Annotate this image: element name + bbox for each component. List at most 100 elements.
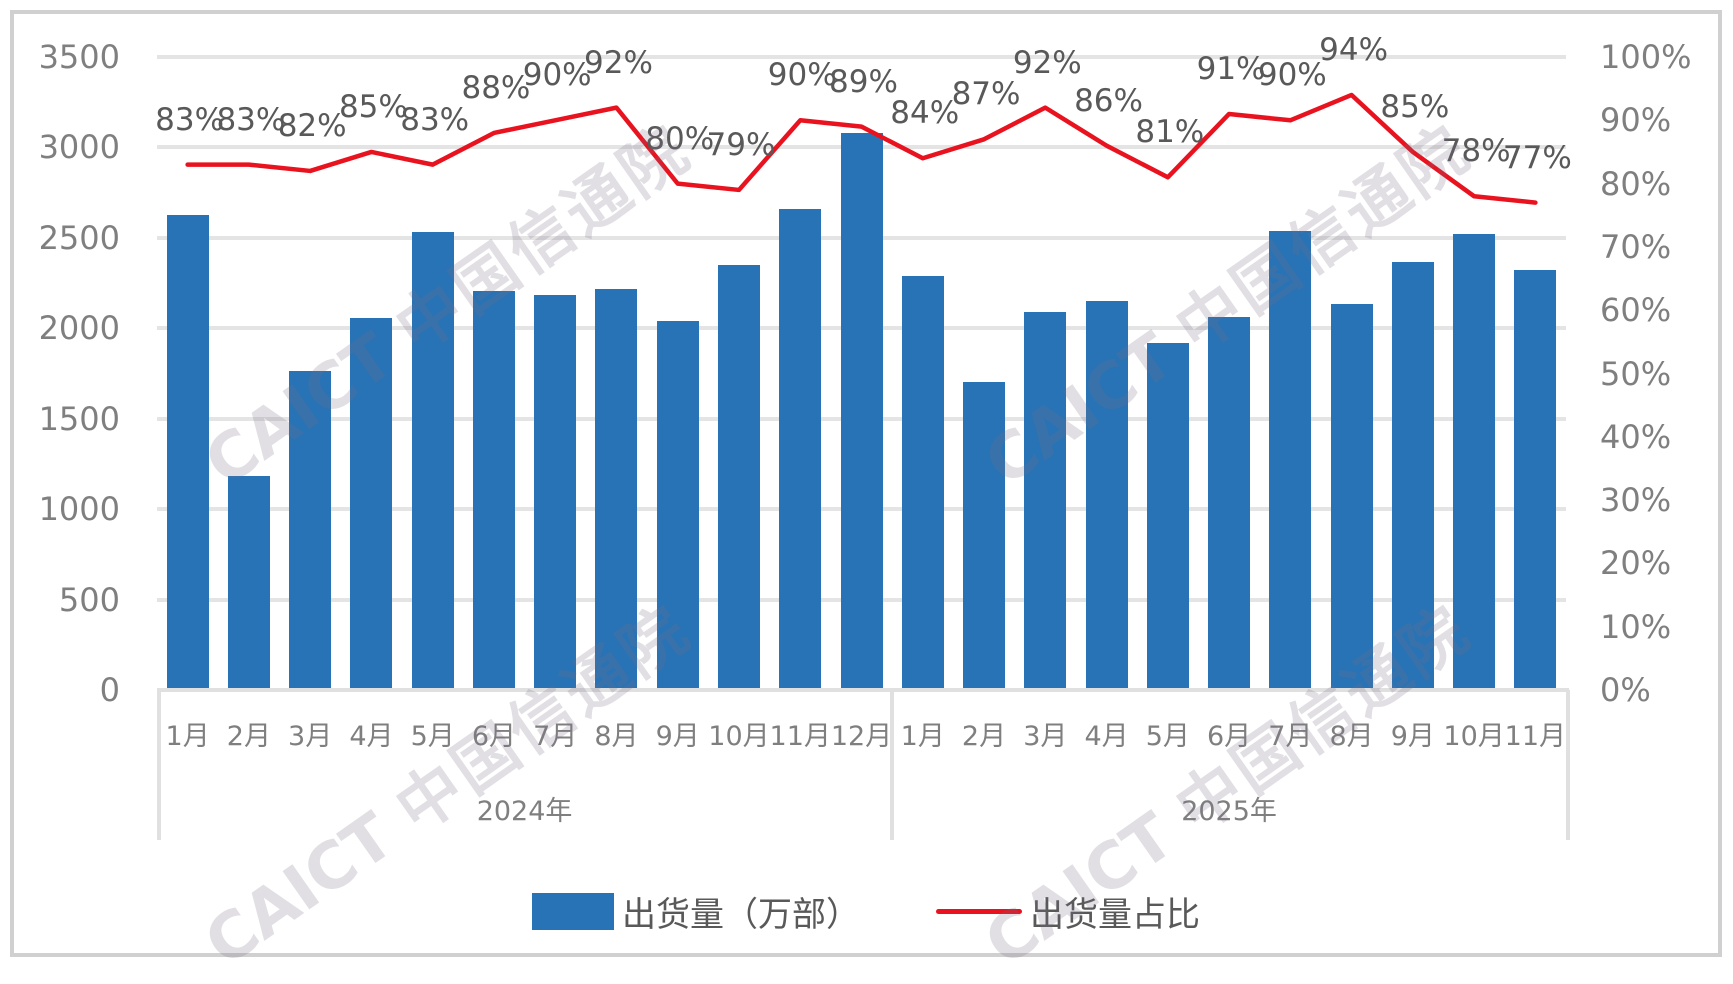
x-axis-tick: 6月 bbox=[471, 721, 517, 752]
x-axis-tick: 9月 bbox=[1390, 721, 1435, 752]
y-axis-right-tick: 50% bbox=[1600, 354, 1672, 393]
x-axis-tick: 11月 bbox=[769, 721, 831, 752]
data-label: 80% bbox=[645, 120, 715, 157]
x-axis-tick: 3月 bbox=[1023, 721, 1068, 752]
data-label: 89% bbox=[829, 63, 898, 100]
y-axis-right-tick: 30% bbox=[1600, 481, 1672, 520]
x-axis-tick: 8月 bbox=[594, 721, 639, 752]
x-axis-tick: 3月 bbox=[288, 721, 333, 752]
data-label: 83% bbox=[400, 101, 470, 138]
x-axis-tick: 7月 bbox=[1268, 721, 1313, 752]
x-axis-tick: 2月 bbox=[226, 721, 271, 752]
y-axis-right-tick: 0% bbox=[1600, 671, 1651, 709]
y-axis-right-tick: 40% bbox=[1600, 417, 1672, 456]
x-axis-tick: 8月 bbox=[1329, 721, 1374, 752]
y-axis-right-tick: 90% bbox=[1600, 101, 1672, 140]
legend-item-shipments: 出货量（万部） bbox=[532, 891, 860, 935]
y-axis-left-tick: 2500 bbox=[38, 218, 120, 257]
data-label: 85% bbox=[338, 88, 408, 125]
bar bbox=[595, 289, 638, 690]
x-axis-line bbox=[157, 688, 1569, 692]
y-axis-right-tick: 100% bbox=[1600, 38, 1692, 76]
group-divider bbox=[890, 690, 895, 840]
bar bbox=[840, 132, 883, 690]
bar bbox=[901, 276, 944, 690]
y-axis-left-tick: 3000 bbox=[38, 128, 120, 167]
legend-line-swatch bbox=[936, 908, 1022, 914]
data-label: 77% bbox=[1502, 139, 1572, 176]
data-label: 90% bbox=[522, 57, 592, 94]
x-axis-tick: 5月 bbox=[410, 721, 455, 752]
legend-label-share: 出货量占比 bbox=[1030, 894, 1200, 935]
bar bbox=[779, 209, 822, 690]
legend-bar-swatch bbox=[532, 892, 614, 930]
x-axis-group-label: 2024年 bbox=[476, 796, 573, 827]
data-label: 90% bbox=[767, 57, 837, 94]
data-label: 83% bbox=[216, 101, 286, 138]
bar bbox=[1330, 303, 1373, 690]
x-axis-tick: 9月 bbox=[655, 721, 700, 752]
bar bbox=[472, 290, 515, 690]
gridline bbox=[157, 55, 1566, 59]
data-label: 78% bbox=[1441, 133, 1511, 170]
data-label: 92% bbox=[584, 44, 653, 81]
bar bbox=[1514, 269, 1557, 690]
x-axis-group-label: 2025年 bbox=[1181, 796, 1277, 827]
data-label: 83% bbox=[155, 101, 225, 138]
x-axis-tick: 7月 bbox=[533, 721, 578, 752]
bar bbox=[1085, 300, 1128, 690]
bar bbox=[717, 265, 760, 690]
data-label: 85% bbox=[1380, 88, 1450, 125]
data-label: 87% bbox=[951, 76, 1021, 113]
bar bbox=[963, 382, 1006, 690]
bar bbox=[289, 370, 332, 690]
bar bbox=[1391, 261, 1434, 690]
bar bbox=[1146, 342, 1189, 690]
x-axis-left-border bbox=[157, 690, 161, 840]
y-axis-left-tick: 0 bbox=[99, 671, 120, 709]
data-label: 88% bbox=[461, 69, 531, 106]
bar bbox=[656, 321, 699, 690]
y-axis-left-tick: 1500 bbox=[38, 399, 120, 438]
bar bbox=[227, 475, 270, 690]
bar bbox=[1269, 231, 1312, 690]
x-axis-tick: 5月 bbox=[1145, 721, 1190, 752]
y-axis-left-tick: 3500 bbox=[38, 38, 120, 76]
bar bbox=[1024, 311, 1067, 690]
bar bbox=[166, 214, 209, 690]
y-axis-right-tick: 20% bbox=[1600, 544, 1672, 583]
x-axis-tick: 1月 bbox=[165, 721, 210, 752]
data-label: 91% bbox=[1196, 50, 1266, 87]
y-axis-left-tick: 1000 bbox=[38, 490, 120, 529]
y-axis-left-tick: 500 bbox=[58, 580, 120, 619]
data-label: 90% bbox=[1257, 57, 1327, 94]
y-axis-left-tick: 2000 bbox=[38, 309, 120, 348]
x-axis-tick: 1月 bbox=[900, 721, 945, 752]
x-axis-right-border bbox=[1566, 690, 1570, 840]
data-label: 79% bbox=[706, 126, 776, 163]
legend-item-share: 出货量占比 bbox=[936, 891, 1200, 935]
y-axis-right-tick: 80% bbox=[1600, 164, 1672, 203]
bar bbox=[350, 317, 393, 690]
x-axis-tick: 2月 bbox=[961, 721, 1007, 752]
x-axis-tick: 10月 bbox=[708, 721, 770, 752]
y-axis-right-tick: 70% bbox=[1600, 227, 1672, 266]
x-axis-tick: 6月 bbox=[1206, 721, 1252, 752]
x-axis-tick: 11月 bbox=[1504, 721, 1567, 752]
x-axis-tick: 4月 bbox=[349, 721, 394, 752]
y-axis-right-tick: 60% bbox=[1600, 291, 1672, 330]
data-label: 86% bbox=[1074, 82, 1143, 119]
x-axis-tick: 12月 bbox=[830, 721, 893, 752]
y-axis-right-tick: 10% bbox=[1600, 607, 1672, 646]
legend-label-shipments: 出货量（万部） bbox=[622, 894, 860, 935]
data-label: 94% bbox=[1319, 31, 1389, 68]
data-label: 82% bbox=[277, 107, 347, 144]
data-label: 84% bbox=[890, 95, 960, 132]
data-label: 92% bbox=[1012, 44, 1082, 81]
x-axis-tick: 10月 bbox=[1443, 721, 1505, 752]
bar bbox=[1208, 316, 1251, 690]
data-label: 81% bbox=[1135, 114, 1205, 151]
bar bbox=[411, 231, 454, 690]
x-axis-tick: 4月 bbox=[1084, 721, 1129, 752]
